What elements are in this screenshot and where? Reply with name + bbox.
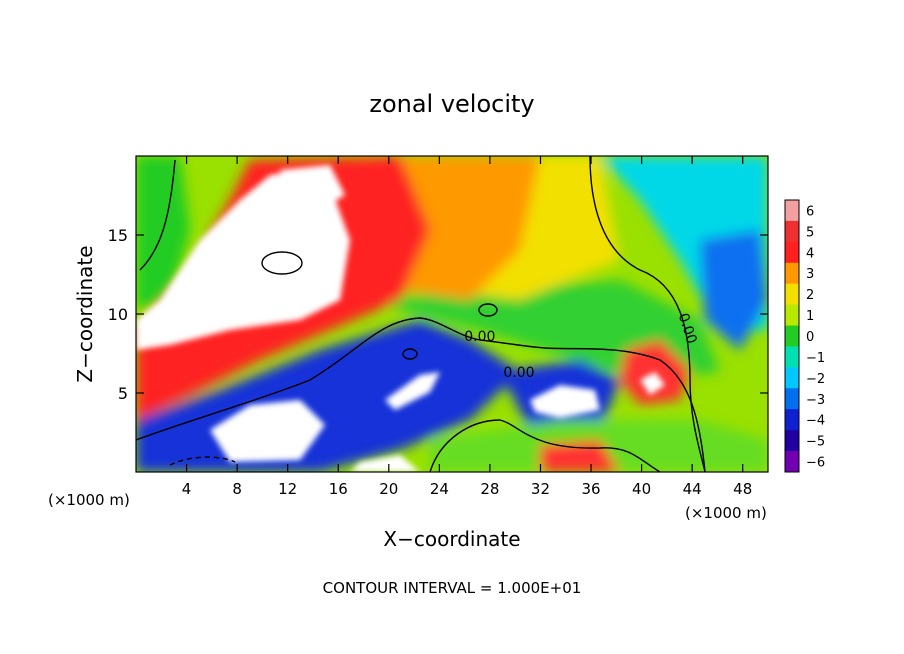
y-axis-label: Z−coordinate xyxy=(73,245,97,382)
colorbar-swatch xyxy=(785,409,799,431)
colorbar-frame xyxy=(784,199,800,473)
x-unit-right: (×1000 m) xyxy=(685,504,767,522)
colorbar-label: −4 xyxy=(806,414,825,429)
colorbar-swatch xyxy=(785,220,799,243)
y-tick-label: 5 xyxy=(118,384,128,403)
colorbar-label: −3 xyxy=(806,393,825,408)
region-white-right xyxy=(640,372,665,395)
x-tick-label: 28 xyxy=(480,480,499,498)
colorbar-swatch xyxy=(785,325,799,347)
region-white-plume xyxy=(136,170,350,350)
colorbar-label: −1 xyxy=(806,351,825,366)
contour-small-1 xyxy=(402,348,418,360)
colorbar-swatch xyxy=(785,304,799,326)
colorbar-swatch xyxy=(785,262,799,284)
colorbar-label: 2 xyxy=(806,288,814,303)
x-unit-left: (×1000 m) xyxy=(48,491,130,509)
colorbar: 6 5 4 3 2 1 0 −1 −2 −3 −4 −5 −6 xyxy=(784,199,825,473)
colorbar-swatch xyxy=(785,367,799,389)
x-tick-label: 8 xyxy=(232,480,242,498)
colorbar-label: −5 xyxy=(806,435,825,450)
colorbar-label: 5 xyxy=(806,225,814,240)
y-axis: 5 10 15 xyxy=(108,226,768,403)
x-tick-label: 40 xyxy=(632,480,651,498)
colorbar-swatch xyxy=(785,430,799,452)
x-tick-label: 36 xyxy=(581,480,600,498)
region-white-bottom xyxy=(350,455,420,472)
x-tick-label: 16 xyxy=(329,480,348,498)
x-axis: 4 8 12 16 20 24 28 32 36 40 44 48 xyxy=(182,156,752,498)
region-white-peak xyxy=(280,165,345,210)
x-tick-label: 20 xyxy=(379,480,398,498)
x-tick-label: 32 xyxy=(531,480,550,498)
colorbar-swatch xyxy=(785,283,799,305)
contour-zero-right xyxy=(589,156,706,472)
x-tick-label: 12 xyxy=(278,480,297,498)
colorbar-label: 3 xyxy=(806,267,814,282)
contour-ellipse xyxy=(261,251,303,275)
contour-small-2 xyxy=(478,303,498,317)
contour-zero-band xyxy=(136,317,706,472)
colorbar-swatch xyxy=(785,200,799,222)
colorbar-label: 1 xyxy=(806,309,814,324)
colorbar-swatch xyxy=(785,388,799,410)
x-tick-label: 44 xyxy=(683,480,702,498)
x-axis-label: X−coordinate xyxy=(383,527,520,551)
region-white-mid xyxy=(385,372,440,410)
heatmap-field xyxy=(136,156,768,472)
region-white-lower-left xyxy=(210,400,325,462)
contour-zero-left xyxy=(139,159,176,271)
colorbar-label: 4 xyxy=(806,246,814,261)
contour-label: 0.00 xyxy=(503,365,534,381)
contour-lines xyxy=(136,156,706,472)
region-white-center xyxy=(530,385,600,418)
y-tick-label: 10 xyxy=(108,305,128,324)
colorbar-swatch xyxy=(785,241,799,264)
chart-title: zonal velocity xyxy=(369,90,534,118)
y-tick-label: 15 xyxy=(108,226,128,245)
contour-label: 0.00 xyxy=(464,329,495,345)
colorbar-swatch xyxy=(785,346,799,368)
contour-interval-note: CONTOUR INTERVAL = 1.000E+01 xyxy=(323,579,582,597)
colorbar-label: 0 xyxy=(806,330,814,345)
region-green-left xyxy=(136,156,190,310)
colorbar-swatch xyxy=(785,451,799,473)
colorbar-label: 6 xyxy=(806,204,814,219)
x-tick-label: 48 xyxy=(733,480,752,498)
x-tick-label: 24 xyxy=(430,480,449,498)
colorbar-label: −2 xyxy=(806,372,825,387)
colorbar-label: −6 xyxy=(806,456,825,471)
region-blue-right xyxy=(700,230,768,350)
x-tick-label: 4 xyxy=(182,480,192,498)
contour-lower xyxy=(429,419,661,472)
